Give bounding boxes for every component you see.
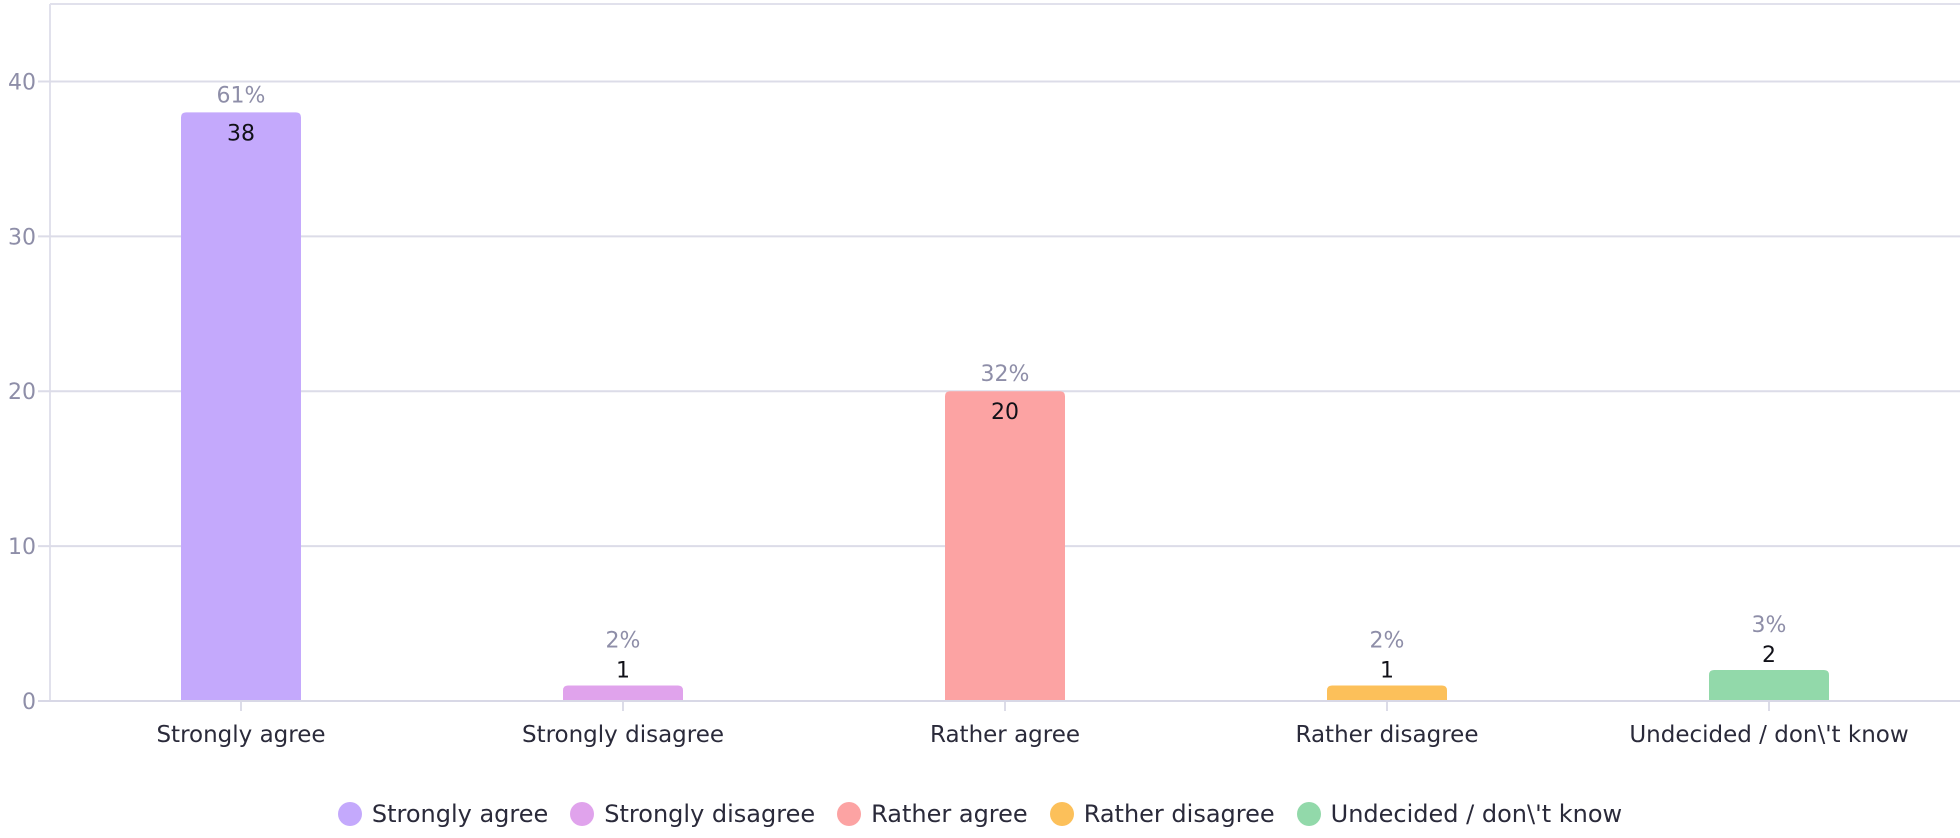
legend-item[interactable]: Rather agree bbox=[837, 800, 1028, 828]
legend-label: Rather agree bbox=[871, 800, 1028, 828]
data-label-value: 1 bbox=[616, 659, 630, 684]
x-axis-ticks: Strongly agree Strongly disagree Rather ag… bbox=[38, 700, 1960, 748]
data-label-value: 1 bbox=[1380, 659, 1394, 684]
bar bbox=[1709, 670, 1829, 701]
x-tick-label: Rather disagree bbox=[1295, 722, 1478, 748]
bars-layer bbox=[181, 112, 1829, 701]
x-tick-label: Undecided / don\'t know bbox=[1629, 722, 1908, 748]
data-label-percent: 3% bbox=[1752, 613, 1787, 638]
data-label-value: 38 bbox=[227, 121, 255, 146]
legend-item[interactable]: Undecided / don\'t know bbox=[1296, 800, 1623, 828]
x-tick-label: Rather agree bbox=[930, 722, 1080, 748]
bar bbox=[1327, 685, 1447, 701]
y-tick-label: 0 bbox=[22, 690, 36, 715]
legend-item[interactable]: Strongly agree bbox=[337, 800, 549, 828]
y-tick-label: 30 bbox=[8, 225, 36, 250]
legend-swatch-icon bbox=[1296, 802, 1321, 826]
y-tick-label: 40 bbox=[8, 70, 36, 95]
data-label-percent: 2% bbox=[606, 629, 641, 654]
legend-swatch-icon bbox=[570, 802, 595, 826]
data-label-percent: 61% bbox=[217, 83, 266, 108]
x-tick-label: Strongly disagree bbox=[522, 722, 724, 748]
legend-item[interactable]: Rather disagree bbox=[1049, 800, 1275, 828]
data-label-value: 2 bbox=[1762, 643, 1776, 668]
legend-swatch-icon bbox=[337, 802, 362, 826]
y-axis-ticks: 0 10 20 30 40 bbox=[8, 70, 36, 715]
legend-label: Strongly disagree bbox=[604, 800, 816, 828]
legend-swatch-icon bbox=[837, 802, 862, 826]
bar bbox=[945, 391, 1065, 701]
legend-label: Strongly agree bbox=[371, 800, 549, 828]
data-label-percent: 32% bbox=[981, 362, 1030, 387]
legend-swatch-icon bbox=[1049, 802, 1074, 826]
legend-label: Undecided / don\'t know bbox=[1330, 800, 1623, 828]
data-label-value: 20 bbox=[991, 400, 1019, 425]
y-tick-label: 10 bbox=[8, 535, 36, 560]
data-label-percent: 2% bbox=[1370, 629, 1405, 654]
legend: Strongly agree Strongly disagree Rather ag… bbox=[0, 800, 1960, 828]
legend-item[interactable]: Strongly disagree bbox=[570, 800, 815, 828]
x-tick-label: Strongly agree bbox=[156, 722, 325, 748]
bar bbox=[181, 112, 301, 701]
y-tick-label: 20 bbox=[8, 380, 36, 405]
data-labels-layer: 38 61% 1 2% 20 32% 1 2% 2 3% bbox=[217, 83, 1787, 683]
bar bbox=[563, 685, 683, 701]
legend-label: Rather disagree bbox=[1083, 800, 1275, 828]
